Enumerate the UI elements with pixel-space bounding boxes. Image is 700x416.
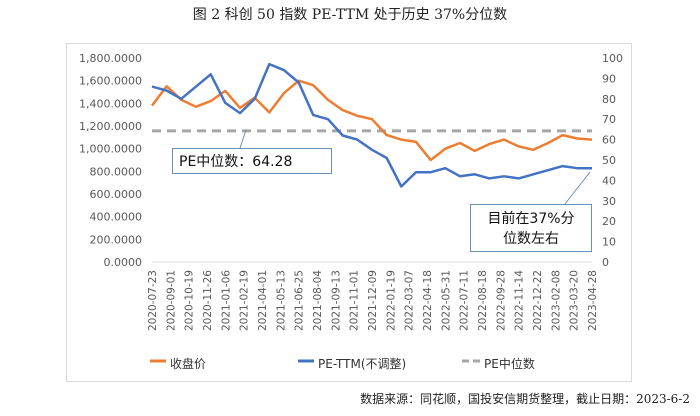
y-left-tick-label: 800.0000 [90, 165, 143, 178]
y-right-tick-label: 40 [602, 174, 616, 187]
close-price-line [151, 79, 593, 162]
x-tick-label: 2021-08-04 [312, 270, 324, 331]
x-tick-label: 2022-05-31 [440, 270, 452, 331]
y-right-tick-label: 90 [602, 72, 616, 85]
y-right-tick-label: 50 [602, 154, 616, 167]
x-tick-label: 2021-04-01 [257, 270, 269, 331]
y-left-tick-label: 1,000.0000 [79, 143, 142, 156]
y-left-tick-label: 1,400.0000 [79, 97, 142, 110]
y-left-tick-label: 600.0000 [90, 188, 143, 201]
x-tick-label: 2020-11-26 [202, 270, 214, 331]
y-right-tick-label: 70 [602, 113, 616, 126]
x-tick-label: 2022-08-18 [477, 270, 489, 331]
legend-median-label: PE中位数 [484, 357, 535, 371]
x-tick-label: 2023-04-28 [587, 270, 599, 331]
data-source: 数据来源：同花顺，国投安信期货整理，截止日期：2023-6-2 [360, 392, 690, 406]
y-right-tick-label: 30 [602, 195, 616, 208]
pe-ttm-line [151, 62, 592, 188]
x-tick-label: 2022-09-28 [495, 270, 507, 331]
y-right-tick-label: 0 [602, 256, 609, 269]
x-tick-label: 2021-11-01 [349, 270, 361, 331]
x-tick-label: 2021-09-13 [330, 270, 342, 331]
median-callout: PE中位数：64.28 [172, 148, 332, 174]
y-left-tick-label: 1,800.0000 [79, 52, 142, 65]
median-callout-pointer [239, 129, 247, 149]
x-tick-label: 2021-12-09 [367, 270, 379, 331]
x-tick-label: 2023-03-20 [569, 270, 581, 331]
x-tick-label: 2021-01-06 [220, 270, 232, 331]
y-left-tick-label: 0.0000 [104, 256, 143, 269]
current-callout-line2: 位数左右 [503, 231, 559, 247]
y-left-tick-label: 200.0000 [90, 233, 143, 246]
x-tick-label: 2021-06-25 [294, 270, 306, 331]
y-left-tick-label: 1,200.0000 [79, 120, 142, 133]
x-tick-label: 2022-04-18 [422, 270, 434, 331]
y-right-tick-label: 20 [602, 215, 616, 228]
y-right-tick-label: 100 [602, 52, 623, 65]
y-right-tick-label: 80 [602, 93, 616, 106]
legend-close-label: 收盘价 [170, 357, 207, 371]
x-tick-label: 2022-03-07 [404, 270, 416, 331]
x-tick-label: 2022-11-14 [514, 270, 526, 331]
legend-pe-label-wrap: PE-TTM(不调整) [318, 355, 406, 372]
chart-frame [66, 43, 632, 382]
legend-close-label-wrap: 收盘价 [170, 355, 206, 372]
x-tick-label: 2023-02-08 [550, 270, 562, 331]
y-left-tick-label: 400.0000 [90, 211, 143, 224]
x-tick-label: 2021-05-13 [275, 270, 287, 331]
current-percentile-callout: 目前在37%分 位数左右 [470, 204, 592, 252]
legend-pe-label: PE-TTM(不调整) [318, 357, 407, 371]
current-callout-line1: 目前在37%分 [487, 211, 575, 227]
y-right-tick-label: 10 [602, 236, 616, 249]
y-right-tick-label: 60 [602, 134, 616, 147]
x-tick-label: 2022-12-22 [532, 270, 544, 331]
x-tick-label: 2020-10-19 [184, 270, 196, 331]
x-tick-label: 2022-01-19 [385, 270, 397, 331]
x-tick-label: 2020-07-23 [147, 270, 159, 331]
x-tick-label: 2021-02-19 [239, 270, 251, 331]
x-tick-label: 2022-07-11 [459, 270, 471, 331]
legend-median-label-wrap: PE中位数 [484, 355, 535, 372]
x-tick-label: 2020-09-01 [165, 270, 177, 331]
chart-title: 图 2 科创 50 指数 PE-TTM 处于历史 37%分位数 [192, 7, 508, 23]
current-callout-pointer [564, 171, 591, 205]
y-left-tick-label: 1,600.0000 [79, 75, 142, 88]
